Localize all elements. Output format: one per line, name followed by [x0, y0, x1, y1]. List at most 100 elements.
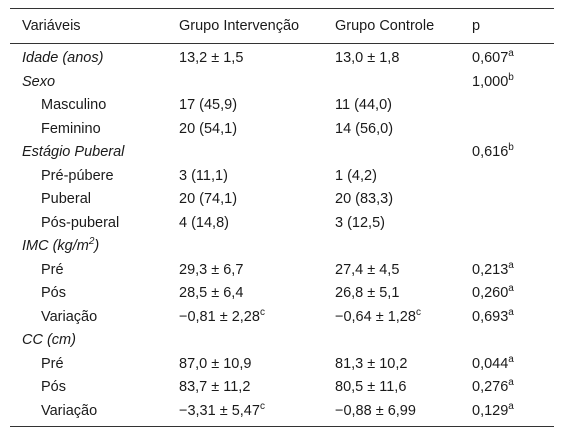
cell-intervention-text: 3 (11,1) [179, 167, 228, 184]
cell-p-value: 0,260a [472, 282, 514, 306]
cell-intervention-text: 17 (45,9) [179, 97, 238, 113]
cell-control: 80,5 ± 11,6 [335, 376, 406, 400]
row-label-text: Feminino [41, 120, 101, 137]
row-label-text: Variação [41, 402, 98, 419]
row-label-text: Pós [41, 379, 66, 395]
cell-control-text: 26,8 ± 5,1 [335, 285, 400, 301]
row-label: Pós-puberal [41, 212, 119, 236]
cell-intervention-text: −3,31 ± 5,47 [179, 402, 260, 419]
table-row: Sexo 1,000b [10, 71, 554, 95]
cell-p-value: 0,616b [472, 141, 514, 165]
cell-control: 3 (12,5) [335, 212, 385, 236]
cell-control: −0,64 ± 1,28c [335, 306, 421, 330]
cell-p-value-text: 1,000 [472, 73, 509, 90]
table-row: Pós 83,7 ± 11,2 80,5 ± 11,6 0,276a [10, 376, 554, 400]
row-label: Puberal [41, 188, 91, 212]
row-label: Pós [41, 282, 66, 306]
cell-control-text: 11 (44,0) [335, 97, 392, 113]
row-label: Sexo [22, 71, 55, 95]
cell-intervention-text: 28,5 ± 6,4 [179, 285, 244, 301]
cell-p-value-footnote-mark: a [508, 377, 514, 388]
table-header-row: Variáveis Grupo Intervenção Grupo Contro… [10, 9, 554, 43]
row-label-text: Puberal [41, 191, 91, 207]
row-label: Pré [41, 353, 64, 377]
table-row: Pós-puberal 4 (14,8) 3 (12,5) [10, 212, 554, 236]
cell-p-value-text: 0,260 [472, 285, 509, 301]
row-label: CC (cm) [22, 329, 76, 353]
cell-intervention: 29,3 ± 6,7 [179, 259, 243, 283]
table-top-rule [10, 8, 554, 9]
cell-control: 81,3 ± 10,2 [335, 353, 407, 377]
row-label-text: Estágio Puberal [22, 144, 125, 160]
cell-p-value-footnote-mark: a [508, 48, 514, 59]
cell-intervention-footnote-mark: c [259, 306, 265, 318]
cell-intervention: 13,2 ± 1,5 [179, 47, 243, 71]
cell-p-value: 0,276a [472, 376, 514, 400]
cell-control: 11 (44,0) [335, 94, 392, 118]
cell-p-value-footnote-mark: b [508, 142, 514, 153]
table-row: Feminino 20 (54,1) 14 (56,0) [10, 118, 554, 142]
header-variable: Variáveis [22, 18, 81, 34]
table-row: Pré 87,0 ± 10,9 81,3 ± 10,2 0,044a [10, 353, 554, 377]
cell-control-text: 3 (12,5) [335, 214, 385, 231]
row-label-footnote-mark: 2 [88, 236, 95, 247]
cell-intervention: −3,31 ± 5,47c [179, 400, 265, 424]
cell-control: 26,8 ± 5,1 [335, 282, 399, 306]
cell-intervention-text: 29,3 ± 6,7 [179, 261, 244, 278]
cell-control: 1 (4,2) [335, 165, 377, 189]
header-control: Grupo Controle [335, 18, 435, 34]
row-label: Variação [41, 400, 97, 424]
table-row: Pós 28,5 ± 6,4 26,8 ± 5,1 0,260a [10, 282, 554, 306]
row-label-text: Idade (anos) [22, 50, 104, 66]
cell-intervention-text: 13,2 ± 1,5 [179, 50, 244, 66]
cell-intervention-text: 87,0 ± 10,9 [179, 355, 252, 372]
cell-control-text: 1 (4,2) [335, 167, 377, 184]
cell-p-value-footnote-mark: a [508, 283, 514, 294]
cell-control: 14 (56,0) [335, 118, 393, 142]
cell-p-value-text: 0,693 [472, 308, 509, 325]
row-label-text: IMC (kg/m [22, 238, 89, 254]
row-label-text: Pós [41, 285, 66, 301]
cell-intervention-text: 20 (74,1) [179, 191, 238, 207]
cell-intervention-text: −0,81 ± 2,28 [179, 308, 260, 325]
cell-control-text: −0,88 ± 6,99 [335, 402, 416, 419]
row-label: IMC (kg/m2) [22, 235, 99, 259]
table-row: Pré 29,3 ± 6,7 27,4 ± 4,5 0,213a [10, 259, 554, 283]
cell-control: 13,0 ± 1,8 [335, 47, 399, 71]
table-row: Puberal 20 (74,1) 20 (83,3) [10, 188, 554, 212]
table-row: CC (cm) [10, 329, 554, 353]
cell-p-value: 0,213a [472, 259, 514, 283]
row-label-text: Masculino [41, 97, 107, 113]
row-label: Pré-púbere [41, 165, 114, 189]
cell-p-value: 1,000b [472, 71, 514, 95]
row-label-text: Pré-púbere [41, 167, 114, 184]
row-label: Masculino [41, 94, 106, 118]
cell-control: −0,88 ± 6,99 [335, 400, 416, 424]
cell-intervention: 20 (74,1) [179, 188, 237, 212]
table-row: Idade (anos) 13,2 ± 1,5 13,0 ± 1,8 0,607a [10, 47, 554, 71]
data-table: Variáveis Grupo Intervenção Grupo Contro… [10, 8, 554, 427]
table-bottom-rule [10, 426, 554, 427]
table-row: Variação −0,81 ± 2,28c −0,64 ± 1,28c 0,693a [10, 306, 554, 330]
cell-p-value-text: 0,607 [472, 50, 509, 66]
row-label: Variação [41, 306, 97, 330]
row-label-suffix: ) [94, 238, 100, 254]
cell-control-footnote-mark: c [415, 306, 421, 318]
cell-p-value: 0,044a [472, 353, 514, 377]
row-label-text: CC (cm) [22, 332, 76, 348]
table-row: Masculino 17 (45,9) 11 (44,0) [10, 94, 554, 118]
cell-control-text: 80,5 ± 11,6 [335, 379, 407, 395]
cell-control-text: 81,3 ± 10,2 [335, 355, 408, 372]
cell-p-value: 0,129a [472, 400, 514, 424]
cell-p-value: 0,693a [472, 306, 514, 330]
cell-intervention: −0,81 ± 2,28c [179, 306, 265, 330]
table-header-rule [10, 43, 554, 44]
cell-control: 27,4 ± 4,5 [335, 259, 399, 283]
table-row: Estágio Puberal 0,616b [10, 141, 554, 165]
header-p: p [472, 18, 481, 34]
cell-control-text: −0,64 ± 1,28 [335, 308, 416, 325]
row-label-text: Pós-puberal [41, 214, 120, 231]
cell-intervention-text: 83,7 ± 11,2 [179, 379, 251, 395]
cell-intervention: 28,5 ± 6,4 [179, 282, 243, 306]
cell-intervention: 3 (11,1) [179, 165, 228, 189]
